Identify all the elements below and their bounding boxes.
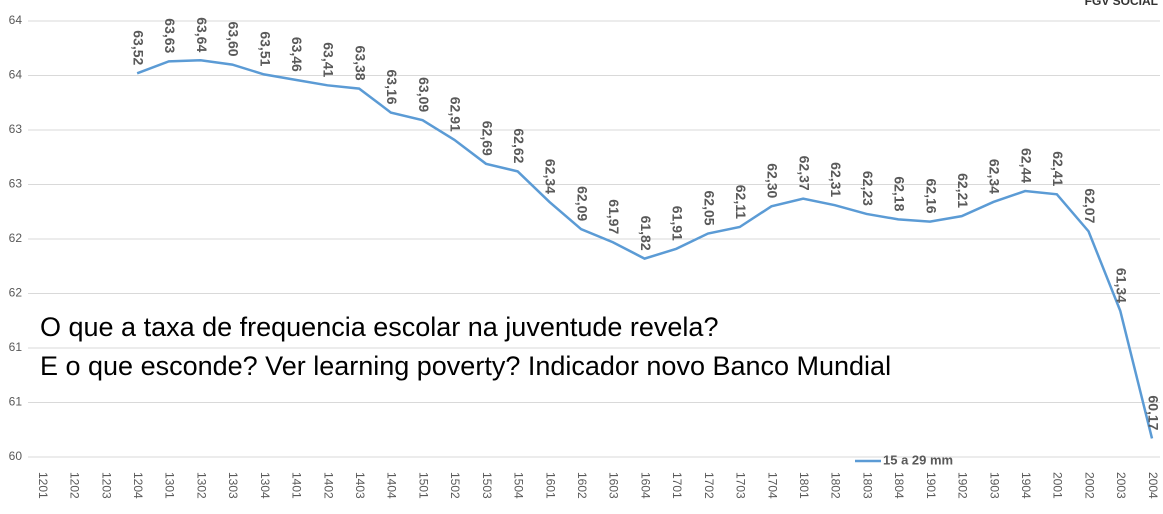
data-label: 61,82 bbox=[638, 216, 654, 251]
data-label: 61,91 bbox=[670, 206, 686, 241]
x-tick-label: 1704 bbox=[765, 472, 779, 499]
data-label: 61,97 bbox=[606, 199, 622, 234]
x-tick-label: 1601 bbox=[543, 472, 557, 499]
data-label: 61,34 bbox=[1114, 268, 1130, 303]
data-label: 62,07 bbox=[1082, 188, 1098, 223]
x-tick-label: 1703 bbox=[734, 472, 748, 499]
y-tick-label: 61 bbox=[9, 340, 23, 354]
data-label: 60,17 bbox=[1145, 395, 1161, 430]
annotation: O que a taxa de frequencia escolar na ju… bbox=[40, 312, 718, 342]
x-tick-label: 2001 bbox=[1051, 472, 1065, 499]
x-tick-label: 1602 bbox=[575, 472, 589, 499]
data-label: 62,34 bbox=[987, 159, 1003, 194]
y-tick-label: 64 bbox=[9, 13, 23, 27]
data-label: 63,16 bbox=[384, 70, 400, 105]
data-label: 63,09 bbox=[416, 77, 432, 112]
data-label: 63,63 bbox=[162, 18, 178, 53]
plot: 1201 1202 1203 1204 1301 1302 1303 1304 1401 1402… bbox=[36, 17, 1161, 499]
legend-label: 15 a 29 mm bbox=[883, 452, 953, 467]
x-tick-label: 1201 bbox=[36, 472, 50, 499]
y-tick-label: 63 bbox=[9, 177, 23, 191]
x-tick-label: 1504 bbox=[512, 472, 526, 499]
x-tick-label: 1301 bbox=[163, 472, 177, 499]
data-label: 63,41 bbox=[321, 42, 337, 77]
x-tick-label: 1204 bbox=[131, 472, 145, 499]
x-tick-label: 1303 bbox=[226, 472, 240, 499]
data-label: 62,69 bbox=[479, 121, 495, 156]
x-tick-label: 1604 bbox=[638, 472, 652, 499]
data-label: 62,41 bbox=[1050, 151, 1066, 186]
x-tick-label: 1404 bbox=[385, 472, 399, 499]
data-label: 63,52 bbox=[130, 30, 146, 65]
x-tick-label: 1302 bbox=[194, 472, 208, 499]
x-tick-label: 2002 bbox=[1082, 472, 1096, 499]
data-label: 63,38 bbox=[352, 46, 368, 81]
y-tick-label: 64 bbox=[9, 68, 23, 82]
x-tick-label: 1403 bbox=[353, 472, 367, 499]
x-tick-label: 1502 bbox=[448, 472, 462, 499]
x-tick-label: 1503 bbox=[480, 472, 494, 499]
data-label: 62,11 bbox=[733, 185, 749, 219]
y-tick-label: 61 bbox=[9, 395, 23, 409]
data-label: 62,44 bbox=[1018, 148, 1034, 183]
data-label: 62,05 bbox=[701, 191, 717, 226]
y-tick-label: 60 bbox=[9, 449, 23, 463]
y-tick-label: 62 bbox=[9, 286, 23, 300]
x-tick-label: 1804 bbox=[892, 472, 906, 499]
x-tick-label: 1202 bbox=[68, 472, 82, 499]
data-label: 62,30 bbox=[765, 163, 781, 198]
x-tick-label: 1802 bbox=[829, 472, 843, 499]
data-label: 62,91 bbox=[448, 97, 464, 132]
data-label: 62,23 bbox=[860, 171, 876, 206]
data-label: 63,60 bbox=[226, 22, 242, 57]
data-label: 63,64 bbox=[194, 17, 210, 52]
data-label: 62,31 bbox=[828, 162, 844, 197]
x-tick-label: 1304 bbox=[258, 472, 272, 499]
x-tick-label: 1901 bbox=[924, 472, 938, 499]
x-tick-label: 1402 bbox=[321, 472, 335, 499]
annotation: E o que esconde? Ver learning poverty? I… bbox=[40, 351, 891, 381]
x-tick-label: 1603 bbox=[607, 472, 621, 499]
x-tick-label: 1702 bbox=[702, 472, 716, 499]
data-label: 63,51 bbox=[257, 31, 273, 66]
data-label: 62,16 bbox=[923, 179, 939, 214]
series-line bbox=[136, 58, 1154, 439]
x-tick-label: 1903 bbox=[987, 472, 1001, 499]
x-tick-label: 1701 bbox=[670, 472, 684, 499]
data-label: 62,37 bbox=[796, 156, 812, 191]
data-label: 62,18 bbox=[892, 176, 908, 211]
data-label: 62,62 bbox=[511, 128, 527, 163]
x-tick-label: 1203 bbox=[99, 472, 113, 499]
x-tick-label: 2004 bbox=[1146, 472, 1160, 499]
x-tick-label: 1401 bbox=[290, 472, 304, 499]
logo: FGV SOCIAL bbox=[1085, 0, 1158, 8]
y-tick-label: 63 bbox=[9, 122, 23, 136]
data-label: 62,34 bbox=[543, 159, 559, 194]
y-tick-label: 62 bbox=[9, 231, 23, 245]
data-label: 63,46 bbox=[289, 37, 305, 72]
x-tick-label: 1501 bbox=[416, 472, 430, 499]
x-tick-label: 1801 bbox=[797, 472, 811, 499]
x-tick-label: 1803 bbox=[860, 472, 874, 499]
data-label: 62,21 bbox=[955, 173, 971, 208]
data-label: 62,09 bbox=[574, 186, 590, 221]
x-tick-label: 2003 bbox=[1114, 472, 1128, 499]
x-tick-label: 1904 bbox=[1019, 472, 1033, 499]
x-tick-label: 1902 bbox=[956, 472, 970, 499]
